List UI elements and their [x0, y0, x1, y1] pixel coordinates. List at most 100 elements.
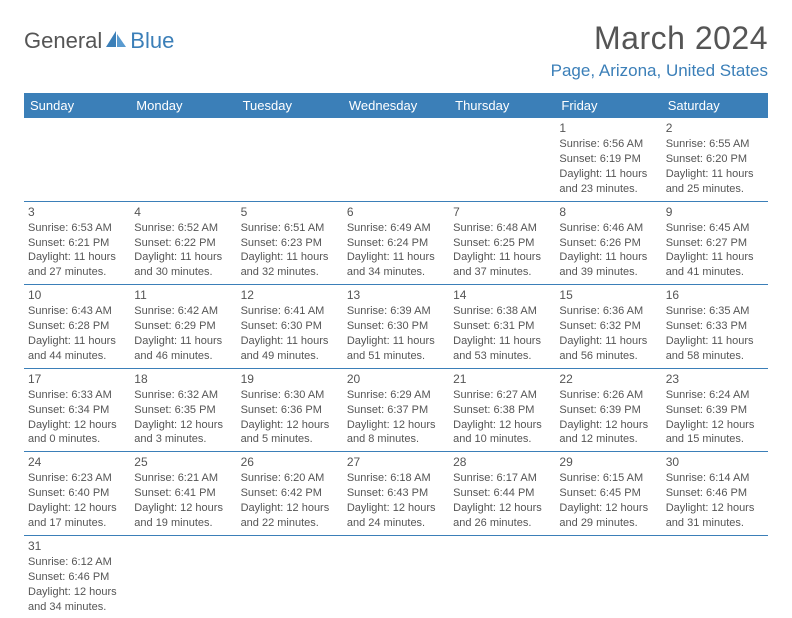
day-detail: Daylight: 12 hours — [347, 418, 445, 433]
day-detail: and 51 minutes. — [347, 349, 445, 364]
day-detail: and 0 minutes. — [28, 432, 126, 447]
day-detail: Sunset: 6:41 PM — [134, 486, 232, 501]
day-detail: Daylight: 12 hours — [453, 418, 551, 433]
day-number: 22 — [559, 371, 657, 387]
day-detail: Sunrise: 6:32 AM — [134, 388, 232, 403]
day-detail: Sunset: 6:22 PM — [134, 236, 232, 251]
calendar-cell: 3Sunrise: 6:53 AMSunset: 6:21 PMDaylight… — [24, 201, 130, 285]
day-number: 24 — [28, 454, 126, 470]
day-detail: Sunrise: 6:17 AM — [453, 471, 551, 486]
calendar-cell: 26Sunrise: 6:20 AMSunset: 6:42 PMDayligh… — [237, 452, 343, 536]
calendar-cell: 5Sunrise: 6:51 AMSunset: 6:23 PMDaylight… — [237, 201, 343, 285]
day-detail: Daylight: 11 hours — [241, 250, 339, 265]
calendar-cell — [343, 118, 449, 201]
day-detail: Sunset: 6:29 PM — [134, 319, 232, 334]
day-detail: and 46 minutes. — [134, 349, 232, 364]
calendar-cell: 27Sunrise: 6:18 AMSunset: 6:43 PMDayligh… — [343, 452, 449, 536]
day-detail: Daylight: 12 hours — [241, 501, 339, 516]
day-detail: Sunset: 6:32 PM — [559, 319, 657, 334]
day-detail: and 41 minutes. — [666, 265, 764, 280]
day-header: Wednesday — [343, 93, 449, 118]
day-detail: Daylight: 12 hours — [28, 418, 126, 433]
calendar-cell: 8Sunrise: 6:46 AMSunset: 6:26 PMDaylight… — [555, 201, 661, 285]
calendar-cell: 4Sunrise: 6:52 AMSunset: 6:22 PMDaylight… — [130, 201, 236, 285]
day-detail: and 32 minutes. — [241, 265, 339, 280]
day-detail: Daylight: 12 hours — [453, 501, 551, 516]
day-detail: Sunrise: 6:20 AM — [241, 471, 339, 486]
title-block: March 2024 Page, Arizona, United States — [551, 20, 768, 81]
calendar-cell — [555, 535, 661, 618]
day-number: 5 — [241, 204, 339, 220]
day-header: Saturday — [662, 93, 768, 118]
day-detail: Daylight: 11 hours — [666, 167, 764, 182]
day-detail: Sunset: 6:30 PM — [241, 319, 339, 334]
day-number: 28 — [453, 454, 551, 470]
day-detail: Sunrise: 6:56 AM — [559, 137, 657, 152]
day-detail: Sunrise: 6:27 AM — [453, 388, 551, 403]
calendar-cell: 13Sunrise: 6:39 AMSunset: 6:30 PMDayligh… — [343, 285, 449, 369]
calendar-cell: 24Sunrise: 6:23 AMSunset: 6:40 PMDayligh… — [24, 452, 130, 536]
day-detail: Sunrise: 6:33 AM — [28, 388, 126, 403]
day-number: 15 — [559, 287, 657, 303]
day-header: Monday — [130, 93, 236, 118]
day-detail: Sunset: 6:28 PM — [28, 319, 126, 334]
location: Page, Arizona, United States — [551, 61, 768, 81]
day-detail: and 27 minutes. — [28, 265, 126, 280]
day-number: 31 — [28, 538, 126, 554]
day-number: 26 — [241, 454, 339, 470]
calendar-cell: 31Sunrise: 6:12 AMSunset: 6:46 PMDayligh… — [24, 535, 130, 618]
day-detail: and 24 minutes. — [347, 516, 445, 531]
day-detail: Sunset: 6:30 PM — [347, 319, 445, 334]
day-detail: Daylight: 11 hours — [559, 167, 657, 182]
day-detail: Daylight: 11 hours — [241, 334, 339, 349]
day-detail: Sunrise: 6:45 AM — [666, 221, 764, 236]
calendar-cell: 1Sunrise: 6:56 AMSunset: 6:19 PMDaylight… — [555, 118, 661, 201]
day-detail: and 44 minutes. — [28, 349, 126, 364]
calendar-cell — [237, 535, 343, 618]
day-detail: Daylight: 12 hours — [347, 501, 445, 516]
day-detail: Sunrise: 6:35 AM — [666, 304, 764, 319]
day-number: 25 — [134, 454, 232, 470]
calendar-cell — [343, 535, 449, 618]
calendar-cell: 12Sunrise: 6:41 AMSunset: 6:30 PMDayligh… — [237, 285, 343, 369]
logo-text-1: General — [24, 28, 102, 54]
day-detail: Sunset: 6:25 PM — [453, 236, 551, 251]
day-detail: Sunrise: 6:24 AM — [666, 388, 764, 403]
day-number: 8 — [559, 204, 657, 220]
day-detail: Sunrise: 6:41 AM — [241, 304, 339, 319]
day-detail: Daylight: 11 hours — [134, 250, 232, 265]
day-detail: and 15 minutes. — [666, 432, 764, 447]
day-detail: Daylight: 11 hours — [347, 334, 445, 349]
day-number: 9 — [666, 204, 764, 220]
day-detail: and 58 minutes. — [666, 349, 764, 364]
day-detail: and 49 minutes. — [241, 349, 339, 364]
day-number: 2 — [666, 120, 764, 136]
calendar-cell: 17Sunrise: 6:33 AMSunset: 6:34 PMDayligh… — [24, 368, 130, 452]
day-detail: Daylight: 11 hours — [666, 334, 764, 349]
day-detail: and 31 minutes. — [666, 516, 764, 531]
day-detail: and 3 minutes. — [134, 432, 232, 447]
day-detail: Sunset: 6:36 PM — [241, 403, 339, 418]
day-detail: Sunset: 6:21 PM — [28, 236, 126, 251]
day-detail: Sunset: 6:27 PM — [666, 236, 764, 251]
day-header: Thursday — [449, 93, 555, 118]
logo-text-2: Blue — [130, 28, 174, 54]
day-number: 23 — [666, 371, 764, 387]
day-detail: Sunrise: 6:52 AM — [134, 221, 232, 236]
day-detail: Daylight: 11 hours — [134, 334, 232, 349]
day-detail: Sunset: 6:37 PM — [347, 403, 445, 418]
day-detail: and 25 minutes. — [666, 182, 764, 197]
day-number: 13 — [347, 287, 445, 303]
day-detail: Sunset: 6:46 PM — [666, 486, 764, 501]
day-detail: Sunrise: 6:18 AM — [347, 471, 445, 486]
calendar-cell — [237, 118, 343, 201]
day-detail: Sunrise: 6:48 AM — [453, 221, 551, 236]
day-detail: Daylight: 11 hours — [559, 334, 657, 349]
day-detail: Sunrise: 6:42 AM — [134, 304, 232, 319]
day-detail: and 26 minutes. — [453, 516, 551, 531]
day-detail: Sunset: 6:43 PM — [347, 486, 445, 501]
day-detail: and 12 minutes. — [559, 432, 657, 447]
calendar-cell: 9Sunrise: 6:45 AMSunset: 6:27 PMDaylight… — [662, 201, 768, 285]
day-header: Sunday — [24, 93, 130, 118]
day-detail: and 30 minutes. — [134, 265, 232, 280]
